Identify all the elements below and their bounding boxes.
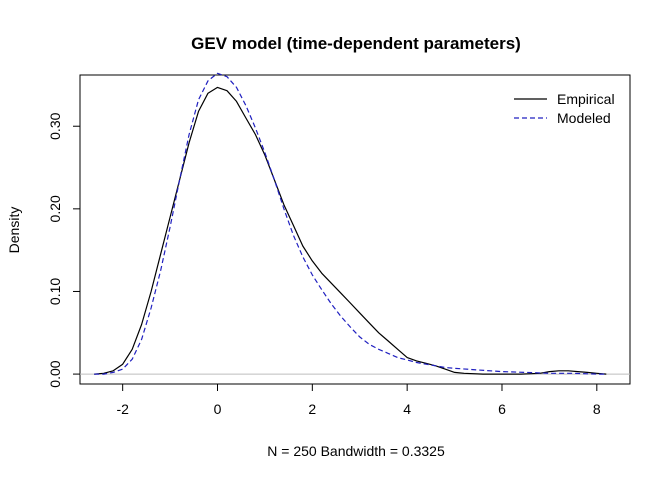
x-tick-label: 6 <box>498 401 506 417</box>
series-layer <box>94 72 607 375</box>
x-tick-label: 4 <box>403 401 411 417</box>
legend: Empirical Modeled <box>514 91 615 126</box>
series-line-modeled <box>94 72 607 375</box>
x-tick-label: 0 <box>214 401 222 417</box>
y-tick-label: 0.10 <box>47 278 63 305</box>
x-tick-label: -2 <box>116 401 129 417</box>
plot-frame <box>79 74 631 385</box>
legend-label-modeled: Modeled <box>557 110 611 126</box>
x-tick-label: 8 <box>593 401 601 417</box>
x-axis: -2 0 2 4 6 8 <box>116 384 601 417</box>
y-tick-label: 0.00 <box>47 360 63 387</box>
chart-title: GEV model (time-dependent parameters) <box>191 34 521 53</box>
legend-label-empirical: Empirical <box>557 91 615 107</box>
y-tick-label: 0.30 <box>47 112 63 139</box>
series-line-empirical <box>94 86 607 375</box>
y-tick-label: 0.20 <box>47 195 63 222</box>
y-axis-label: Density <box>6 207 22 254</box>
x-tick-label: 2 <box>308 401 316 417</box>
y-axis: 0.00 0.10 0.20 0.30 <box>47 112 80 388</box>
x-axis-label: N = 250 Bandwidth = 0.3325 <box>267 443 445 459</box>
